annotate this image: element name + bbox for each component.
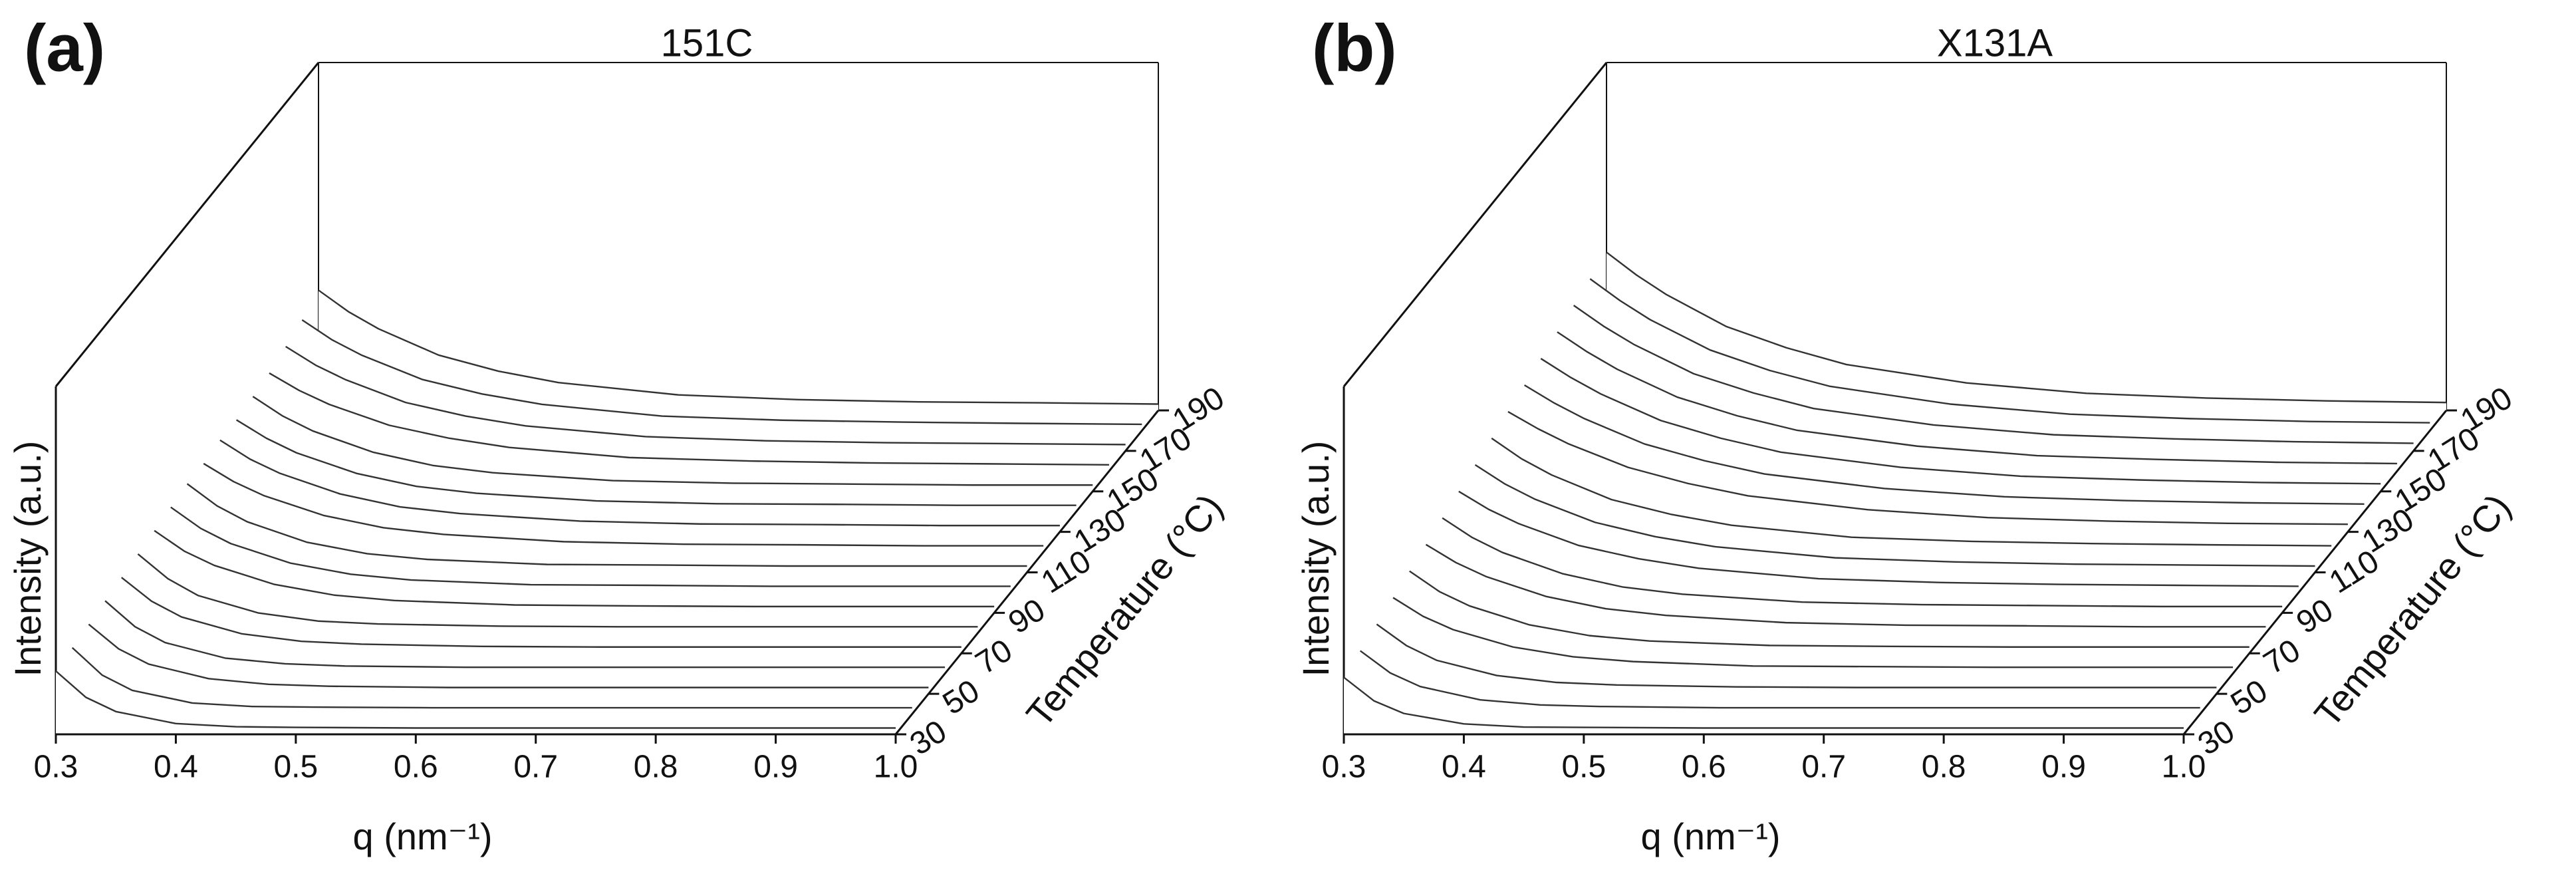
curve	[301, 319, 1142, 426]
curve-fill	[1458, 491, 2299, 593]
axis-frame	[1343, 62, 1608, 387]
t-tick-label: 90	[1003, 592, 1051, 641]
x-tick-label: 0.9	[2041, 750, 2086, 785]
curve-fill	[302, 320, 1142, 431]
curve-fill	[1393, 597, 2234, 674]
curve	[318, 289, 1159, 405]
curve	[235, 419, 1077, 506]
y-axis-label: Intensity (a.u.)	[1295, 441, 1337, 677]
curve	[1376, 623, 2217, 688]
curve	[285, 345, 1126, 446]
curve-fill	[138, 553, 978, 633]
x-tick-label: 0.6	[394, 750, 438, 785]
curve	[1589, 278, 2430, 424]
curve-fill	[285, 346, 1126, 451]
curve	[1343, 676, 2184, 729]
curve-fill	[1475, 464, 2315, 573]
x-tick-label: 1.0	[2162, 750, 2206, 785]
t-tick-label: 50	[937, 673, 985, 722]
x-tick-label: 0.7	[513, 750, 558, 785]
curve	[1409, 570, 2250, 648]
panel-label: (b)	[1312, 11, 1397, 85]
t-tick-label: 70	[2257, 633, 2306, 681]
curve	[137, 553, 978, 628]
panel: 0.3 0.4 0.5 0.6 0.7 0.8 0.9 1.03050709011013015…	[1295, 11, 2519, 857]
curve-fill	[154, 530, 995, 613]
curve-fill	[88, 624, 929, 694]
curve	[1573, 305, 2414, 444]
curve	[1540, 358, 2381, 485]
curve	[170, 506, 1011, 587]
x-tick-label: 0.5	[1561, 750, 1606, 785]
curve	[269, 372, 1109, 466]
curve-fill	[1607, 252, 2446, 410]
x-tick-label: 0.7	[1801, 750, 1846, 785]
axis-frame	[55, 62, 320, 387]
curve	[71, 647, 912, 709]
curve	[1557, 331, 2397, 465]
curve	[154, 529, 995, 608]
x-tick-label: 0.8	[634, 750, 678, 785]
curve	[1491, 437, 2332, 547]
curve-fill	[1590, 279, 2430, 431]
curve	[1474, 464, 2315, 567]
curve	[186, 483, 1027, 567]
curve	[1425, 543, 2266, 628]
curve-fill	[1541, 359, 2381, 492]
curve	[121, 577, 962, 648]
panel: 0.3 0.4 0.5 0.6 0.7 0.8 0.9 1.03050709011013015…	[7, 11, 1231, 857]
curve	[88, 623, 929, 688]
t-tick-label: 70	[969, 633, 1018, 681]
curve-fill	[121, 577, 962, 654]
t-tick-label: 90	[2291, 592, 2339, 641]
x-tick-label: 1.0	[874, 750, 918, 785]
x-tick-label: 0.4	[1442, 750, 1486, 785]
curve-fill	[1507, 411, 2348, 532]
curve-fill	[269, 372, 1109, 472]
curve	[1442, 517, 2283, 608]
curve	[1507, 410, 2348, 525]
curve-fill	[105, 601, 946, 674]
curve-fill	[319, 290, 1158, 410]
x-tick-label: 0.4	[154, 750, 198, 785]
x-tick-label: 0.8	[1922, 750, 1966, 785]
curve	[1606, 251, 2447, 404]
curve	[252, 396, 1093, 486]
x-tick-label: 0.6	[1682, 750, 1726, 785]
panel-label: (a)	[24, 11, 105, 85]
curve	[1458, 490, 2299, 587]
curve-fill	[1376, 624, 2217, 694]
y-axis-label: Intensity (a.u.)	[7, 441, 49, 677]
curve	[1392, 597, 2234, 668]
curve-fill	[1524, 385, 2365, 512]
curve	[1359, 650, 2200, 709]
t-tick-label: 50	[2225, 673, 2273, 722]
curve-fill	[1573, 305, 2414, 451]
x-tick-label: 0.9	[753, 750, 798, 785]
curve	[203, 462, 1044, 547]
x-tick-label: 0.3	[34, 750, 78, 785]
curve	[219, 439, 1060, 527]
x-axis-label: q (nm⁻¹)	[1641, 815, 1781, 857]
curve	[104, 600, 946, 668]
curve-fill	[1557, 332, 2397, 472]
curve-fill	[72, 647, 912, 714]
curve	[55, 670, 896, 729]
chart-title: X131A	[1937, 21, 2053, 65]
chart-title: 151C	[661, 21, 753, 65]
x-axis-label: q (nm⁻¹)	[353, 815, 493, 857]
curve-fill	[1491, 438, 2332, 553]
x-tick-label: 0.5	[273, 750, 318, 785]
curve	[1523, 384, 2365, 505]
x-tick-label: 0.3	[1322, 750, 1366, 785]
